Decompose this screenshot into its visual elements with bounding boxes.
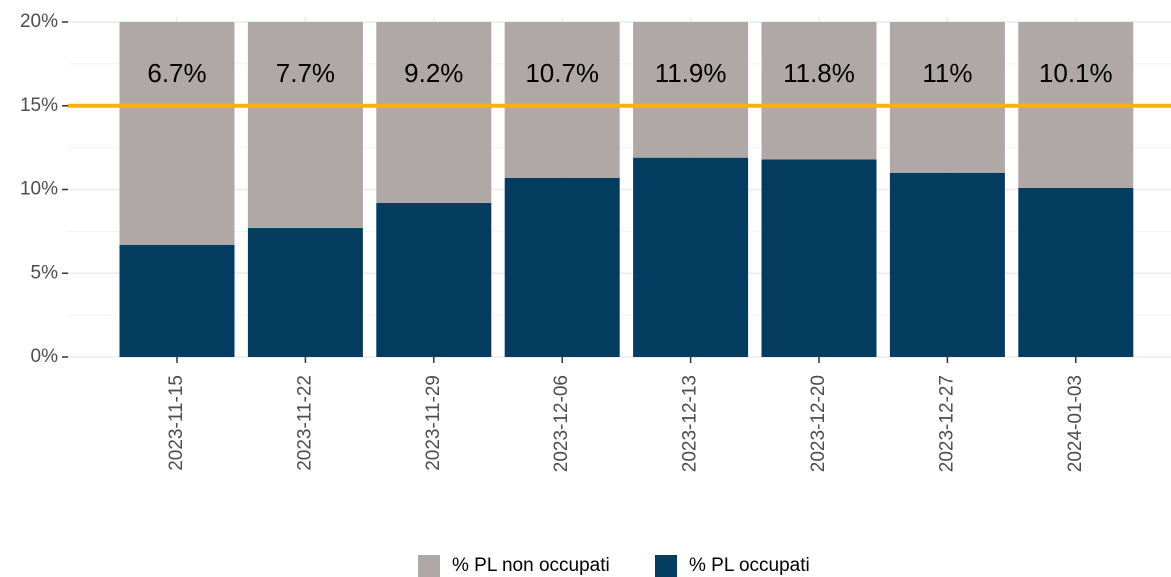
legend-label: % PL occupati bbox=[689, 555, 810, 576]
data-label: 11.9% bbox=[655, 58, 727, 88]
x-tick-label: 2023-12-13 bbox=[680, 375, 701, 472]
bar-segment bbox=[889, 22, 1005, 173]
legend-label: % PL non occupati bbox=[452, 555, 610, 576]
x-tick-label: 2023-12-06 bbox=[551, 375, 572, 472]
legend-swatch bbox=[418, 555, 440, 577]
data-label: 7.7% bbox=[276, 58, 335, 88]
bar-segment bbox=[633, 22, 749, 158]
y-tick-label: 0% bbox=[31, 346, 59, 367]
y-tick-label: 5% bbox=[31, 262, 59, 283]
y-tick-label: 20% bbox=[20, 11, 58, 32]
bar-segment bbox=[504, 22, 620, 178]
data-label: 10.1% bbox=[1039, 58, 1113, 88]
bar-segment bbox=[247, 228, 363, 357]
bar-segment bbox=[247, 22, 363, 229]
x-tick-label: 2023-12-20 bbox=[808, 375, 829, 472]
legend-swatch bbox=[655, 555, 677, 577]
bar-segment bbox=[761, 22, 877, 160]
x-tick-label: 2023-11-29 bbox=[423, 375, 444, 471]
bar-segment bbox=[889, 172, 1005, 357]
data-label: 10.7% bbox=[525, 58, 599, 88]
x-tick-label: 2024-01-03 bbox=[1065, 375, 1086, 472]
bar-segment bbox=[633, 157, 749, 357]
data-label: 11.8% bbox=[783, 58, 855, 88]
y-tick-label: 10% bbox=[20, 179, 58, 200]
data-label: 9.2% bbox=[404, 58, 463, 88]
bar-segment bbox=[504, 177, 620, 357]
x-tick-label: 2023-11-22 bbox=[294, 375, 315, 471]
x-tick-label: 2023-11-15 bbox=[166, 375, 187, 471]
bar-segment bbox=[119, 22, 235, 245]
y-tick-label: 15% bbox=[20, 95, 58, 116]
data-label: 11% bbox=[922, 58, 972, 88]
bar-segment bbox=[376, 22, 492, 203]
x-tick-label: 2023-12-27 bbox=[936, 375, 957, 472]
bar-segment bbox=[1018, 187, 1134, 357]
bar-segment bbox=[119, 244, 235, 357]
data-label: 6.7% bbox=[147, 58, 206, 88]
bar-segment bbox=[761, 159, 877, 357]
bar-segment bbox=[376, 202, 492, 357]
